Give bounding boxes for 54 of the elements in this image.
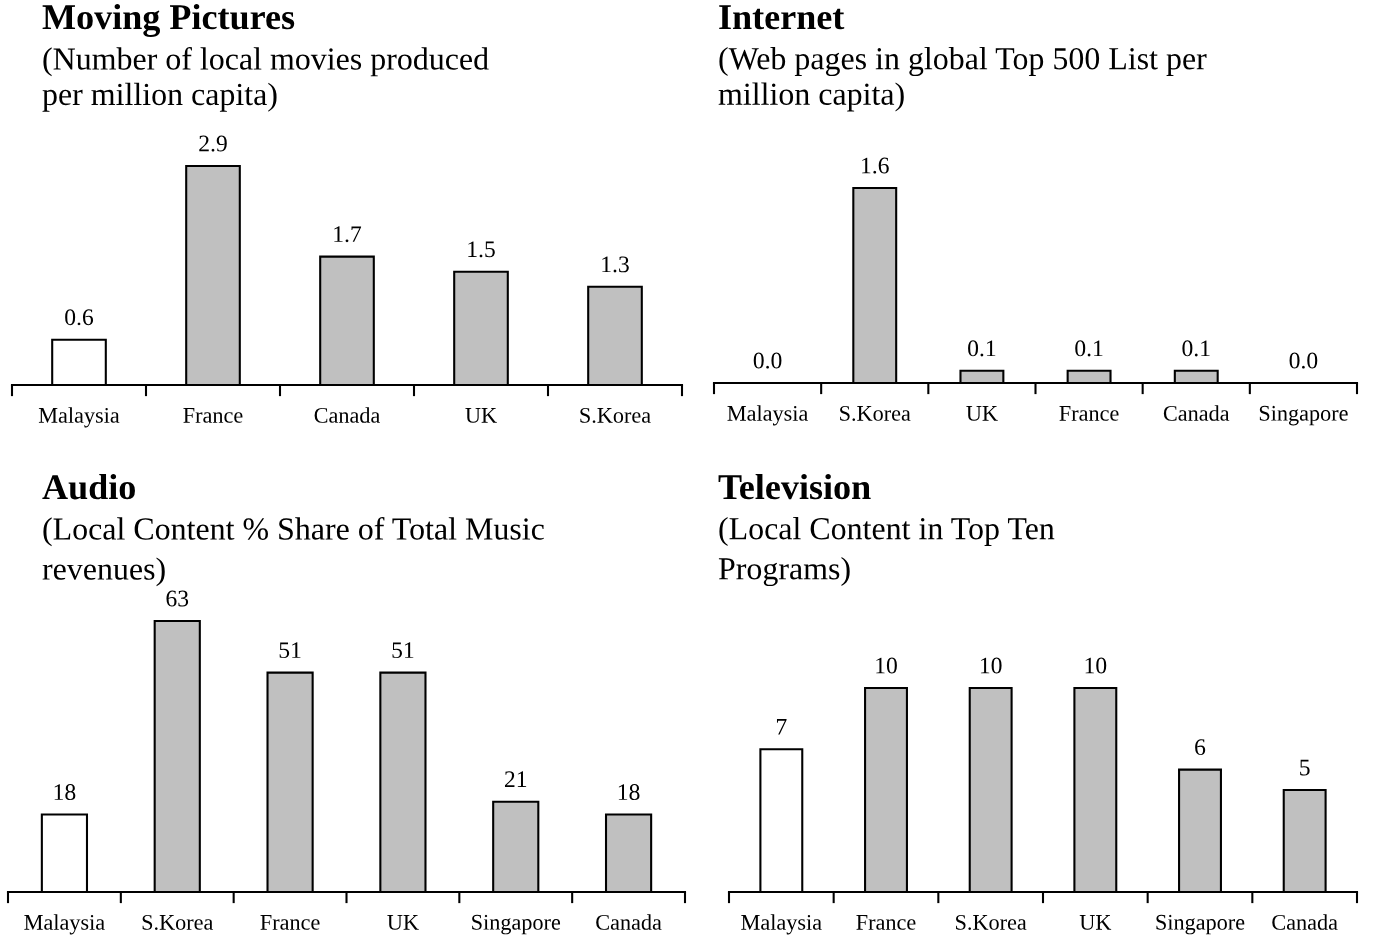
x-tick-label: Malaysia: [741, 914, 822, 935]
chart-subtitle: (Number of local movies produced per million capita): [42, 47, 489, 112]
data-label: 63: [166, 590, 189, 607]
data-label: 10: [1085, 657, 1107, 674]
data-label: 0.6: [65, 309, 94, 326]
x-tick-label: Canada: [314, 407, 381, 423]
data-label: 51: [279, 642, 301, 659]
data-label: 0.1: [968, 340, 996, 357]
data-label: 1.3: [602, 256, 629, 273]
x-tick-label: Singapore: [472, 914, 561, 935]
x-tick-label: S.Korea: [840, 405, 911, 421]
x-tick-label: France: [183, 408, 243, 423]
data-label: 10: [980, 657, 1002, 674]
data-label: 1.5: [468, 241, 495, 258]
x-tick-label: UK: [465, 408, 497, 423]
x-tick-label: Singapore: [1259, 405, 1348, 426]
x-tick-label: Canada: [596, 914, 662, 930]
chart-title: Audio: [42, 473, 135, 500]
x-tick-label: France: [260, 915, 320, 930]
data-label: 0.0: [753, 352, 782, 369]
x-tick-label: S.Korea: [142, 914, 214, 930]
x-tick-label: Singapore: [1156, 914, 1245, 935]
data-label: 0.1: [1075, 340, 1103, 357]
x-tick-label: S.Korea: [956, 914, 1027, 930]
data-label: 1.7: [334, 226, 362, 243]
data-label: 6: [1195, 739, 1206, 756]
x-tick-label: UK: [1079, 915, 1112, 930]
data-label: 0.0: [1289, 352, 1318, 369]
x-tick-label: UK: [966, 406, 998, 421]
chart-title: Internet: [719, 5, 845, 30]
data-label: 10: [876, 657, 897, 674]
chart-subtitle: (Web pages in global Top 500 List per million capita): [718, 47, 1207, 112]
x-tick-label: France: [1059, 406, 1119, 421]
x-tick-label: Malaysia: [38, 407, 120, 428]
data-label: 0.1: [1182, 340, 1210, 357]
data-label: 18: [54, 784, 76, 801]
chart-subtitle: (Local Content % Share of Total Music revenues): [42, 517, 544, 587]
data-label: 1.6: [862, 157, 889, 174]
data-label: 2.9: [199, 135, 227, 152]
data-label: 7: [776, 718, 787, 735]
chart-subtitle: (Local Content in Top Ten Programs): [718, 517, 1055, 587]
x-tick-label: Canada: [1272, 914, 1338, 930]
data-label: 51: [392, 642, 414, 659]
x-tick-label: Malaysia: [727, 405, 808, 426]
data-label: 21: [504, 771, 527, 787]
data-label: 5: [1300, 759, 1310, 776]
x-tick-label: Malaysia: [24, 914, 105, 935]
data-label: 18: [618, 784, 640, 801]
chart-title: Moving Pictures: [42, 3, 295, 37]
x-tick-label: S.Korea: [580, 407, 651, 423]
chart-title: Television: [718, 473, 871, 500]
x-tick-label: UK: [387, 915, 419, 930]
x-tick-label: France: [856, 915, 916, 930]
x-tick-label: Canada: [1163, 405, 1230, 421]
